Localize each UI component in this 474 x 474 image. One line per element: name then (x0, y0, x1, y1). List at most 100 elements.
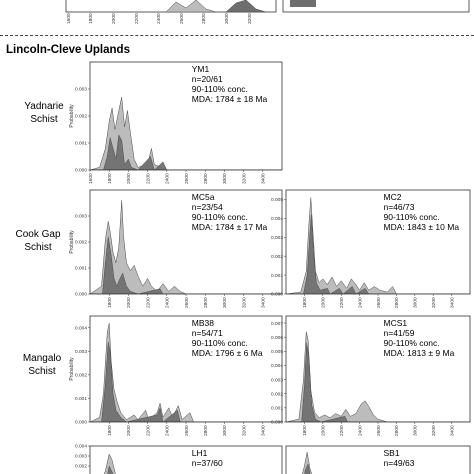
x-tick-label: 1800 (302, 297, 308, 308)
x-tick-label: 2800 (203, 425, 209, 436)
y-tick-label: 0.001 (271, 406, 283, 412)
x-tick-label: 2200 (145, 297, 151, 308)
y-tick-label: 0.007 (271, 321, 283, 327)
x-tick-label: 2000 (126, 173, 132, 184)
partial-top-panel: 1600 1800 2000 2200 2400 2600 2800 3000 … (0, 0, 474, 34)
x-tick-label: 3000 (413, 297, 419, 308)
y-tick-label: 0.002 (75, 373, 87, 379)
x-tick-label: 1800 (302, 425, 308, 436)
x-tick-label: 3000 (222, 297, 228, 308)
x-tick-label: 2000 (321, 425, 327, 436)
x-tick-label: 2600 (184, 297, 190, 308)
y-tick-label: 0.003 (75, 87, 87, 93)
y-tick-label: 0.003 (75, 214, 87, 220)
x-tick-label: 2000 (321, 297, 327, 308)
chart-plot-area (286, 331, 470, 422)
x-tick-label: 2800 (203, 173, 209, 184)
y-tick-label: 0.005 (271, 349, 283, 355)
x-tick-label: 3200 (241, 173, 247, 184)
chart-plot-area (90, 97, 282, 170)
y-tick-label: 0.002 (75, 114, 87, 120)
unit-label-line: Schist (24, 242, 52, 253)
chart-plot-area (103, 453, 116, 474)
y-tick-label: 0.000 (271, 292, 283, 298)
x-tick-label: 3400 (261, 297, 267, 308)
x-tick-label: 2600 (376, 425, 382, 436)
y-axis-label: Probability (69, 104, 75, 128)
x-tick-label: 3000 (222, 425, 228, 436)
partial-tick-3200: 3200 (247, 13, 253, 24)
y-tick-label: 0.001 (271, 273, 283, 279)
sample-id-label: YM1 (192, 64, 210, 74)
unit-label-line: Cook Gap (15, 229, 61, 240)
sample-annotation: MDA: 1843 ± 10 Ma (384, 222, 460, 232)
sample-id-label: SB1 (384, 448, 400, 458)
y-tick-label: 0.002 (75, 240, 87, 246)
y-tick-label: 0.003 (75, 454, 87, 460)
x-tick-label: 3400 (261, 173, 267, 184)
x-tick-label: 2000 (126, 425, 132, 436)
y-tick-label: 0.003 (271, 235, 283, 241)
y-axis-label: Probability (69, 230, 75, 254)
y-tick-label: 0.000 (75, 420, 87, 426)
sample-annotation: 90-110% conc. (384, 212, 440, 222)
unit-label-line: Mangalo (22, 353, 62, 364)
x-tick-label: 3200 (241, 297, 247, 308)
y-tick-label: 0.002 (271, 254, 283, 260)
partial-tick-2000: 2000 (111, 13, 117, 24)
y-tick-label: 0.001 (75, 266, 87, 272)
x-tick-label: 2800 (203, 297, 209, 308)
density-series-0 (302, 451, 313, 474)
x-tick-label: 3200 (431, 297, 437, 308)
x-tick-label: 2200 (145, 425, 151, 436)
partial-top-peak-2 (225, 0, 267, 13)
y-tick-label: 0.000 (271, 420, 283, 426)
chart-plot-area (90, 323, 282, 422)
partial-tick-1800: 1800 (88, 13, 94, 24)
y-tick-label: 0.000 (75, 168, 87, 174)
unit-label-cookgap: Cook Gap Schist (0, 228, 78, 254)
y-tick-label: 0.004 (271, 216, 283, 222)
x-tick-label: 3200 (431, 425, 437, 436)
chart-frame (285, 445, 471, 474)
sample-annotation: n=54/71 (192, 328, 223, 338)
y-tick-label: 0.001 (75, 141, 87, 147)
partial-top-frame-right (282, 0, 470, 13)
x-tick-label: 1800 (107, 173, 113, 184)
x-tick-label: 3400 (449, 297, 455, 308)
y-tick-label: 0.000 (75, 292, 87, 298)
sample-annotation: MDA: 1796 ± 6 Ma (192, 348, 263, 358)
partial-tick-2600: 2600 (179, 13, 185, 24)
x-tick-label: 2200 (339, 425, 345, 436)
sample-annotation: n=49/63 (384, 458, 415, 468)
x-tick-label: 2400 (357, 425, 363, 436)
sample-annotation: n=20/61 (192, 74, 223, 84)
partial-top-panel-svg: 1600 1800 2000 2200 2400 2600 2800 3000 … (65, 0, 470, 24)
x-tick-label: 1800 (107, 425, 113, 436)
density-series-1 (286, 214, 470, 294)
density-series-1 (304, 463, 311, 474)
x-tick-label: 2600 (376, 297, 382, 308)
density-series-1 (286, 342, 470, 422)
x-tick-label: 2600 (184, 173, 190, 184)
sample-annotation: MDA: 1813 ± 9 Ma (384, 348, 455, 358)
y-tick-label: 0.004 (75, 444, 87, 450)
partial-top-legend-swatch (290, 0, 316, 7)
unit-label-line: Yadnarie (24, 101, 64, 112)
sample-id-label: LH1 (192, 448, 208, 458)
y-tick-label: 0.002 (75, 464, 87, 470)
y-tick-label: 0.003 (271, 377, 283, 383)
density-series-1 (107, 465, 114, 474)
density-series-1 (90, 236, 282, 294)
unit-label-mangalo: Mangalo Schist (2, 352, 82, 378)
sample-annotation: 90-110% conc. (192, 338, 248, 348)
partial-tick-2200: 2200 (134, 13, 140, 24)
sample-annotation: 90-110% conc. (192, 212, 248, 222)
